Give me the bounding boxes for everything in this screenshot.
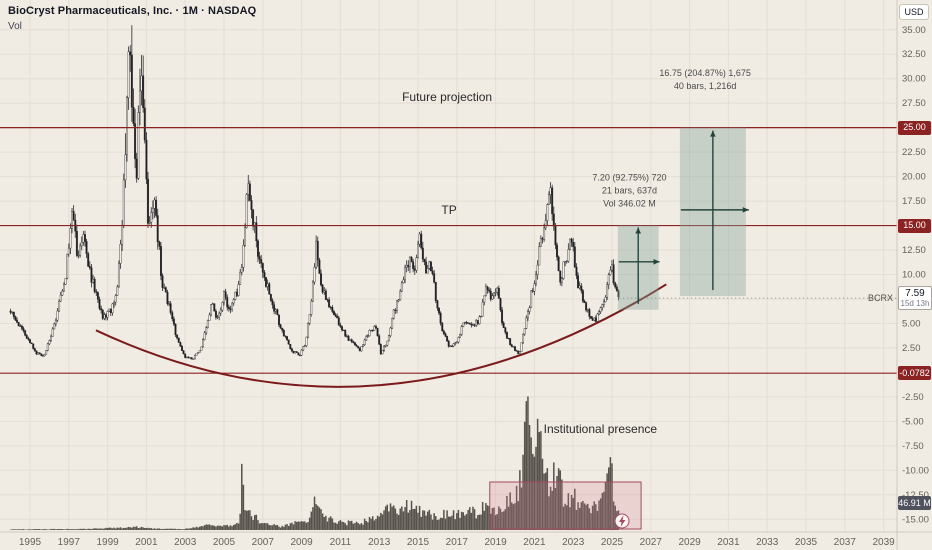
svg-text:35.00: 35.00	[902, 25, 926, 36]
level-badge-25: 25.00	[898, 120, 931, 135]
annotation-future-projection[interactable]: Future projection	[402, 90, 492, 104]
measurement-projection-far[interactable]: 16.75 (204.87%) 1,675 40 bars, 1,216d	[659, 68, 751, 91]
svg-text:2037: 2037	[834, 537, 857, 548]
svg-text:2015: 2015	[407, 537, 430, 548]
svg-text:27.50: 27.50	[902, 98, 926, 109]
svg-text:-2.50: -2.50	[902, 392, 924, 403]
institutional-zone-box[interactable]	[489, 481, 642, 530]
svg-text:20.00: 20.00	[902, 172, 926, 183]
svg-text:2029: 2029	[678, 537, 701, 548]
last-price-value: 7.59	[905, 288, 925, 300]
svg-text:12.50: 12.50	[902, 245, 926, 256]
time-tick-labels: 1995 1997 1999 2001 2003 2005 2007 2009 2011 2013…	[19, 537, 895, 548]
bar-countdown: 15d 13h	[900, 299, 930, 309]
svg-text:2017: 2017	[446, 537, 469, 548]
level-badge-base: -0.0782	[898, 366, 931, 381]
annotation-institutional-presence[interactable]: Institutional presence	[544, 422, 658, 436]
level-badge-15: 15.00	[898, 218, 931, 233]
gridlines	[0, 0, 897, 532]
svg-text:-7.50: -7.50	[902, 441, 924, 452]
far-target-box[interactable]	[679, 127, 749, 297]
svg-text:2021: 2021	[523, 537, 546, 548]
svg-text:-10.00: -10.00	[902, 465, 929, 476]
svg-text:1999: 1999	[96, 537, 119, 548]
volume-series	[9, 396, 620, 530]
last-price-badge: 7.59 15d 13h	[898, 286, 932, 311]
rounding-bottom-curve[interactable]	[95, 283, 667, 388]
svg-text:2025: 2025	[601, 537, 624, 548]
svg-text:2005: 2005	[213, 537, 236, 548]
near-target-box[interactable]	[617, 225, 660, 310]
svg-text:2007: 2007	[252, 537, 275, 548]
svg-text:10.00: 10.00	[902, 270, 926, 281]
svg-text:-15.00: -15.00	[902, 514, 929, 525]
svg-text:17.50: 17.50	[902, 196, 926, 207]
svg-text:32.50: 32.50	[902, 49, 926, 60]
svg-text:2035: 2035	[795, 537, 818, 548]
currency-button[interactable]: USD	[899, 4, 929, 20]
svg-text:2023: 2023	[562, 537, 585, 548]
svg-text:2011: 2011	[330, 537, 352, 548]
svg-text:22.50: 22.50	[902, 147, 926, 158]
svg-text:30.00: 30.00	[902, 74, 926, 85]
svg-text:2027: 2027	[640, 537, 663, 548]
annotation-tp[interactable]: TP	[441, 203, 456, 217]
symbol-price-label: BCRX	[868, 293, 893, 303]
time-scale-axis[interactable]	[0, 532, 897, 550]
svg-text:2039: 2039	[872, 537, 895, 548]
svg-text:2013: 2013	[368, 537, 391, 548]
svg-text:2003: 2003	[174, 537, 197, 548]
svg-text:2.50: 2.50	[902, 343, 921, 354]
svg-text:1997: 1997	[58, 537, 81, 548]
measurement-projection-near[interactable]: 7.20 (92.75%) 720 21 bars, 637d Vol 346.02…	[592, 173, 666, 209]
svg-text:2019: 2019	[484, 537, 507, 548]
svg-text:2009: 2009	[290, 537, 313, 548]
svg-text:-12.50: -12.50	[902, 490, 929, 501]
svg-text:2031: 2031	[717, 537, 740, 548]
svg-text:5.00: 5.00	[902, 318, 921, 329]
volume-value-badge: 46.91 M	[898, 496, 931, 511]
svg-text:-5.00: -5.00	[902, 416, 924, 427]
candlestick-series	[9, 25, 620, 360]
svg-text:1995: 1995	[19, 537, 42, 548]
price-scale-axis[interactable]	[897, 0, 932, 532]
svg-text:2001: 2001	[135, 537, 158, 548]
svg-text:2033: 2033	[756, 537, 779, 548]
